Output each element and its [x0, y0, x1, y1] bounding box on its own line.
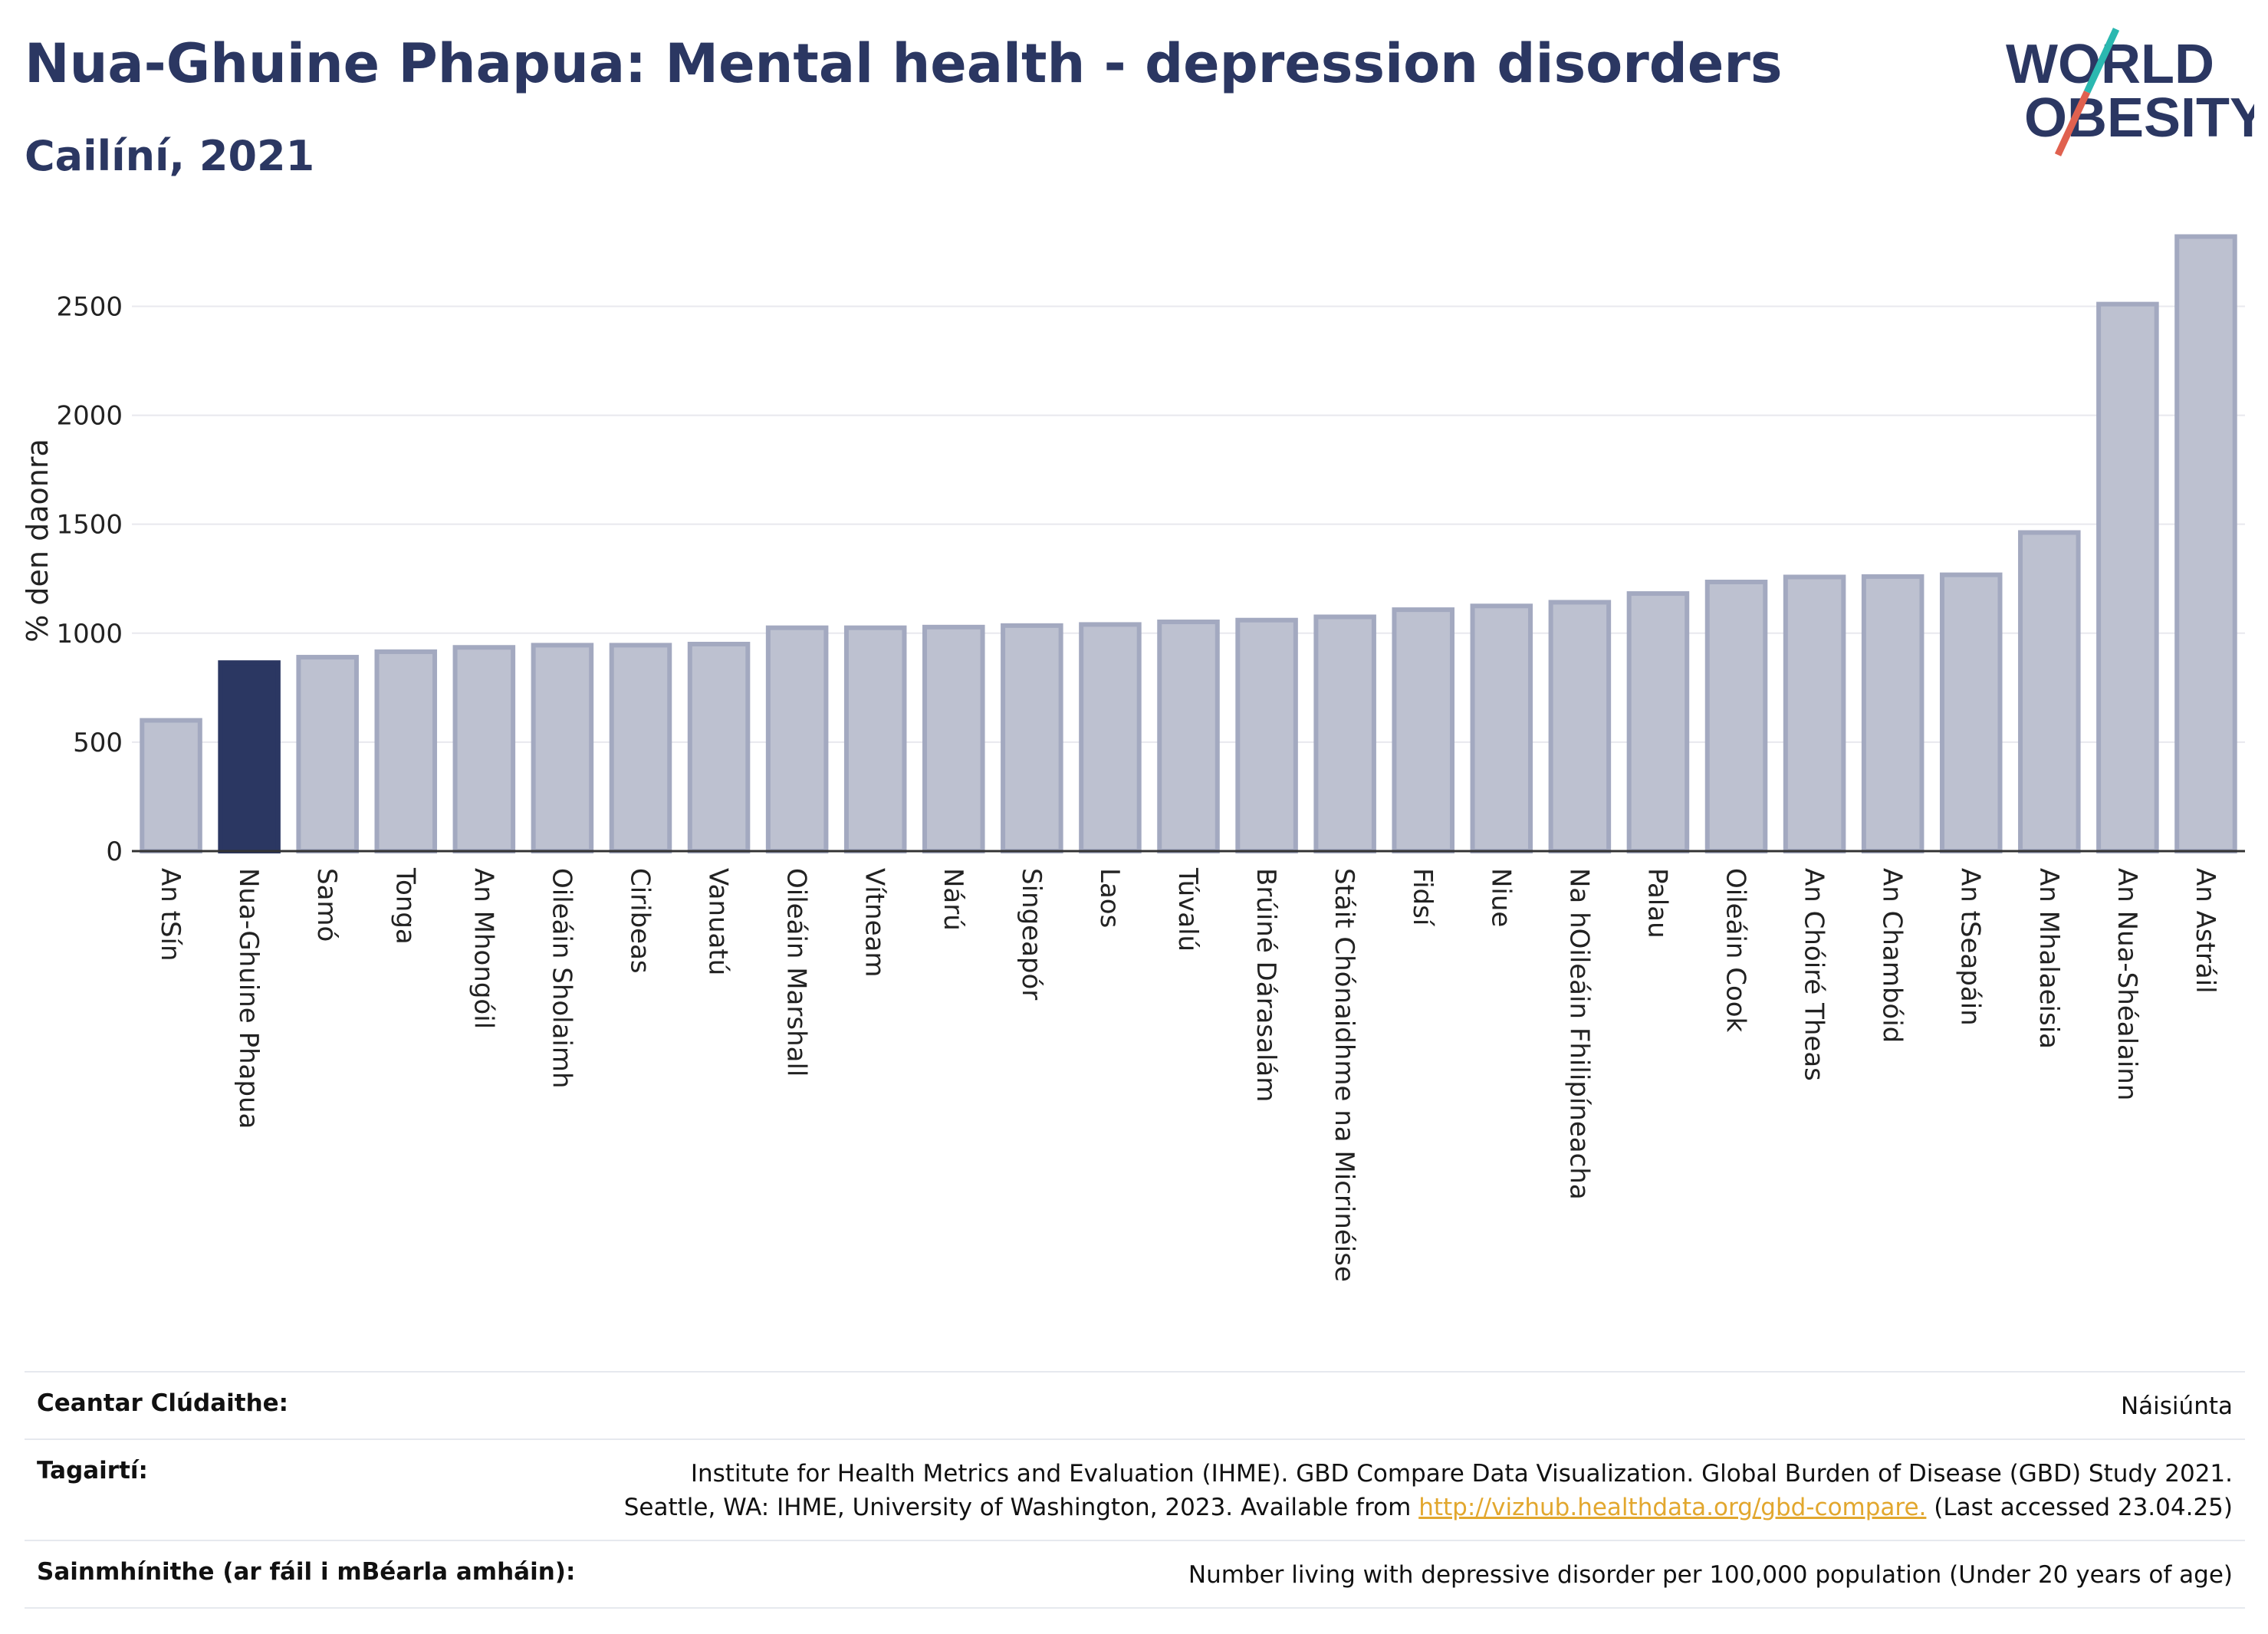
info-row-definitions: Sainmhínithe (ar fáil i mBéarla amháin):… — [25, 1540, 2245, 1609]
bar — [531, 643, 594, 854]
references-line2-pre: Seattle, WA: IHME, University of Washing… — [623, 1494, 1419, 1521]
info-table: Ceantar Clúdaithe: Náisiúnta Tagairtí: I… — [25, 1371, 2245, 1609]
bar — [140, 718, 202, 854]
logo-slash-red — [2054, 90, 2091, 156]
page-subtitle: Cailíní, 2021 — [25, 132, 315, 180]
bar — [1392, 607, 1454, 853]
x-tick-label: Samó — [311, 868, 342, 942]
x-tick-label: Palau — [1642, 868, 1672, 939]
bar-chart: 0 500 1000 1500 2000 2500 An tSín Nua-Ghuine P… — [21, 234, 2245, 1282]
bar — [1079, 622, 1142, 854]
y-tick-label: 1000 — [56, 619, 123, 649]
bar — [1001, 623, 1063, 853]
x-tick-label: Vítneam — [860, 868, 890, 977]
definitions-label: Sainmhínithe (ar fáil i mBéarla amháin): — [37, 1558, 576, 1586]
bar — [1783, 574, 1846, 853]
x-tick-label: Na hOileáin Fhilipíneacha — [1563, 868, 1594, 1200]
y-tick-label: 0 — [106, 837, 123, 867]
coverage-value: Náisiúnta — [2120, 1392, 2233, 1420]
bar — [1157, 620, 1220, 853]
references-value: Institute for Health Metrics and Evaluat… — [624, 1457, 2233, 1524]
x-tick-label: Ciribeas — [624, 868, 655, 974]
references-line1: Institute for Health Metrics and Evaluat… — [690, 1460, 2233, 1488]
coverage-label: Ceantar Clúdaithe: — [37, 1389, 289, 1417]
bar — [922, 624, 985, 854]
bar — [1548, 600, 1612, 853]
x-tick-label: An Mhalaeisia — [2033, 868, 2064, 1049]
y-axis: 0 500 1000 1500 2000 2500 — [56, 291, 123, 867]
bar-highlighted — [218, 660, 281, 853]
bar — [2174, 234, 2237, 853]
x-tick-label: An Chóiré Theas — [1799, 868, 1829, 1081]
bars — [140, 234, 2237, 854]
bar — [374, 649, 438, 854]
bar — [1861, 574, 1925, 853]
bar — [296, 655, 359, 853]
bar — [1939, 572, 2003, 853]
x-tick-label: Nárú — [938, 868, 968, 931]
x-tick-label: Vanuatú — [703, 868, 734, 975]
bar — [765, 625, 829, 853]
x-tick-label: Tonga — [390, 867, 420, 945]
info-row-coverage: Ceantar Clúdaithe: Náisiúnta — [25, 1371, 2245, 1438]
bar — [1313, 614, 1376, 853]
x-tick-label: Túvalú — [1172, 867, 1203, 952]
y-tick-label: 500 — [73, 728, 123, 758]
world-obesity-logo: WORLD OBESITY — [2006, 28, 2254, 156]
x-tick-label: Laos — [1094, 868, 1125, 928]
y-tick-label: 1500 — [56, 510, 123, 541]
definitions-value: Number living with depressive disorder p… — [1188, 1561, 2233, 1589]
info-row-references: Tagairtí: Institute for Health Metrics a… — [25, 1438, 2245, 1540]
x-tick-label: An tSín — [155, 868, 186, 962]
x-tick-label: Oileáin Sholaimh — [546, 868, 577, 1089]
bar — [1704, 580, 1768, 853]
y-tick-label: 2500 — [56, 291, 123, 322]
logo-slash-teal — [2083, 28, 2120, 94]
bar — [687, 642, 751, 853]
bar — [2096, 301, 2159, 853]
bar — [1235, 617, 1298, 853]
bar — [2018, 530, 2081, 853]
x-tick-label: Stáit Chónaidhme na Micrinéise — [1329, 868, 1359, 1282]
y-axis-label: % den daonra — [21, 439, 54, 643]
bar — [1470, 603, 1533, 854]
x-tick-label: Nua-Ghuine Phapua — [233, 868, 264, 1129]
x-tick-label: Oileáin Cook — [1721, 868, 1751, 1033]
bar — [452, 645, 516, 854]
x-tick-label: Fidsí — [1407, 868, 1438, 927]
x-tick-label: An Astráil — [2190, 868, 2220, 994]
x-tick-label: Niue — [1485, 868, 1516, 927]
page-title: Nua-Ghuine Phapua: Mental health - depre… — [25, 32, 1783, 95]
bar — [1626, 591, 1690, 853]
bar — [609, 643, 672, 854]
x-tick-label: Brúiné Dárasalám — [1251, 868, 1281, 1102]
references-line2-post: (Last accessed 23.04.25) — [1926, 1494, 2233, 1521]
x-tick-label: An Mhongóil — [468, 868, 498, 1029]
x-tick-label: An Chambóid — [1877, 868, 1908, 1043]
x-tick-label: Oileáin Marshall — [781, 868, 812, 1077]
references-label: Tagairtí: — [37, 1457, 148, 1484]
x-tick-label: An tSeapáin — [1955, 868, 1986, 1026]
y-tick-label: 2000 — [56, 401, 123, 432]
x-axis: An tSín Nua-Ghuine Phapua Samó Tonga An Mhon… — [132, 850, 2245, 1282]
references-link[interactable]: http://vizhub.healthdata.org/gbd-compare… — [1418, 1494, 1927, 1521]
bar — [843, 625, 907, 853]
x-tick-label: An Nua-Shéalainn — [2112, 868, 2142, 1100]
x-tick-label: Singeapór — [1016, 868, 1047, 1000]
